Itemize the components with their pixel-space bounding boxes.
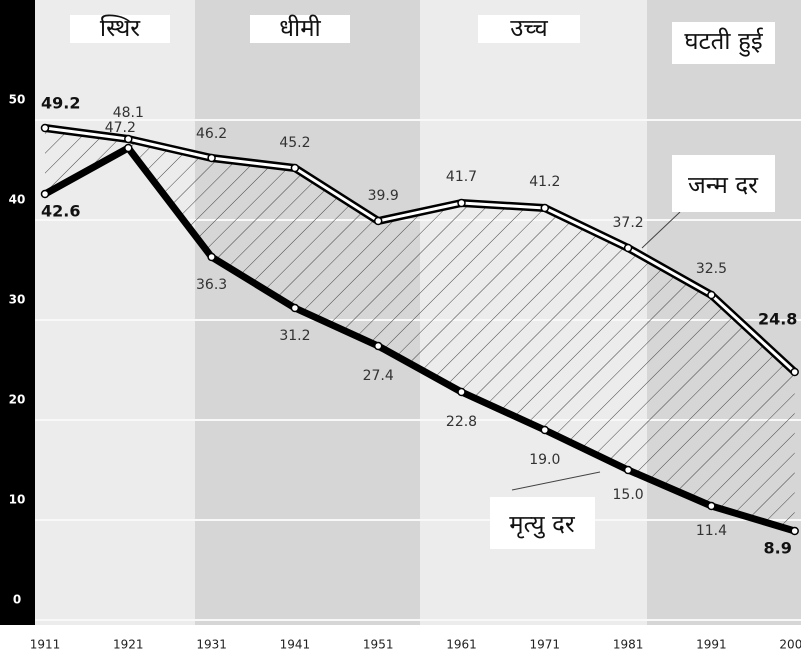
point [790, 526, 799, 536]
point [457, 198, 466, 208]
point [457, 387, 466, 397]
value-label: 27.4 [363, 368, 394, 384]
stage-label: उच्च [510, 14, 548, 42]
point [540, 203, 550, 213]
gap-area [45, 128, 795, 531]
y-tick-label: 30 [9, 293, 26, 307]
value-label: 41.2 [529, 174, 560, 190]
y-tick-label: 40 [9, 193, 26, 207]
stage-label-box [250, 15, 350, 43]
x-tick-label: 1981 [613, 638, 644, 652]
leader-line [511, 471, 601, 491]
value-label: 48.1 [113, 105, 144, 121]
value-label: 47.2 [105, 120, 136, 136]
value-label: 49.2 [41, 94, 80, 113]
value-label: 24.8 [758, 310, 797, 329]
point [207, 252, 216, 262]
x-tick-label: 1951 [363, 638, 394, 652]
point [290, 163, 300, 173]
value-label: 8.9 [764, 539, 792, 558]
point [207, 153, 216, 163]
value-label: 46.2 [196, 126, 227, 142]
point [540, 425, 550, 435]
point [40, 189, 50, 199]
value-label: 42.6 [41, 202, 80, 221]
line [44, 126, 796, 374]
point [623, 243, 633, 253]
series-label: जन्म दर [688, 171, 759, 199]
value-label: 37.2 [613, 215, 644, 231]
y-tick-label: 0 [13, 593, 21, 607]
line [43, 144, 796, 535]
value-label: 31.2 [279, 328, 310, 344]
point [373, 216, 383, 226]
point [124, 134, 133, 144]
value-label: 39.9 [368, 188, 399, 204]
point [290, 303, 300, 313]
series-label: मृत्यु दर [509, 510, 576, 539]
value-label: 15.0 [613, 487, 644, 503]
value-label: 22.8 [446, 414, 477, 430]
y-tick-label: 20 [9, 393, 26, 407]
value-label: 19.0 [529, 452, 560, 468]
point [707, 290, 716, 300]
stage-label: धीमी [279, 14, 321, 42]
point [707, 501, 716, 511]
x-tick-label: 1911 [30, 638, 61, 652]
y-tick-label: 10 [9, 493, 26, 507]
value-label: 45.2 [279, 135, 310, 151]
value-label: 41.7 [446, 169, 477, 185]
stage-label-box [672, 22, 775, 64]
point [790, 367, 799, 377]
y-tick-label: 50 [9, 93, 26, 107]
series-label-box [490, 497, 595, 549]
leader-line [641, 211, 681, 249]
stage-label-box [70, 15, 170, 43]
x-tick-label: 1921 [113, 638, 144, 652]
value-label: 11.4 [696, 523, 727, 539]
stage-label-box [478, 15, 580, 43]
x-tick-label: 2001 [779, 638, 801, 652]
series-label-box [672, 155, 775, 212]
y-axis-bar [0, 0, 35, 625]
point [373, 341, 383, 351]
point [623, 465, 633, 475]
point [124, 143, 133, 153]
x-tick-label: 1971 [530, 638, 561, 652]
x-tick-label: 1931 [196, 638, 227, 652]
value-label: 32.5 [696, 261, 727, 277]
stage-label: स्थिर [100, 14, 141, 42]
x-tick-label: 1941 [280, 638, 311, 652]
value-label: 36.3 [196, 277, 227, 293]
x-tick-label: 1961 [446, 638, 477, 652]
stage-label: घटती हुई [684, 27, 764, 57]
x-tick-label: 1991 [696, 638, 727, 652]
point [40, 123, 50, 133]
